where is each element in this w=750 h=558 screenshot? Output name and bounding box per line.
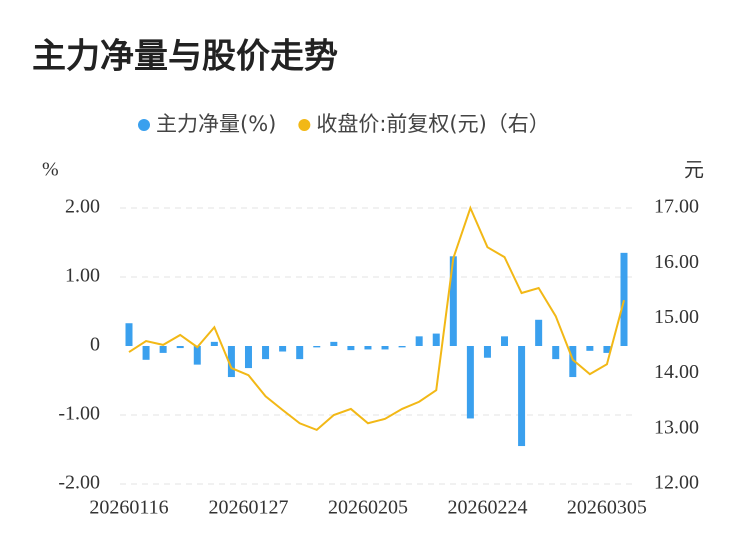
bar [381, 346, 389, 350]
legend-marker [138, 119, 150, 131]
bar [415, 336, 423, 346]
bar [142, 346, 150, 360]
y2-tick-label: 13.00 [654, 416, 699, 438]
bar [244, 346, 252, 369]
y-tick-label: -1.00 [58, 403, 100, 425]
bar [296, 346, 304, 360]
bar [432, 333, 440, 346]
bar [603, 346, 611, 353]
bar [313, 346, 321, 348]
bar [535, 319, 543, 346]
x-tick-label: 20260116 [89, 497, 168, 519]
bar [347, 346, 355, 351]
y2-tick-label: 17.00 [654, 196, 699, 218]
bar [159, 346, 167, 353]
bar [262, 346, 270, 360]
bar [227, 346, 235, 378]
y2-axis-label: 元 [684, 158, 704, 182]
bar [330, 341, 338, 346]
bar [210, 341, 218, 346]
bar [364, 346, 372, 350]
legend-marker [298, 119, 311, 131]
y2-tick-label: 15.00 [654, 306, 699, 328]
chart-title: 主力净量与股价走势 [32, 37, 338, 77]
price-line [128, 205, 625, 432]
legend-label: 收盘价:前复权(元)（右） [316, 112, 549, 136]
y-tick-label: 0 [90, 334, 100, 356]
bar [125, 323, 133, 346]
bar [501, 336, 509, 346]
y-axis-label: % [42, 159, 59, 181]
y-tick-label: 2.00 [65, 196, 100, 218]
y2-tick-label: 16.00 [654, 251, 699, 273]
x-tick-label: 20260127 [208, 497, 288, 519]
bar [518, 346, 526, 447]
y-tick-label: -2.00 [58, 472, 100, 494]
bar [449, 256, 457, 346]
bar [569, 346, 577, 378]
bar [398, 346, 406, 348]
x-tick-label: 20260205 [328, 497, 408, 519]
bar [176, 346, 184, 349]
y2-tick-label: 14.00 [654, 361, 699, 383]
bar [483, 346, 491, 358]
bar [552, 346, 560, 360]
bar [586, 346, 594, 351]
bar [466, 346, 474, 419]
bar [193, 346, 201, 365]
bar [620, 252, 628, 346]
y2-tick-label: 12.00 [654, 472, 699, 494]
bar [279, 346, 287, 352]
y-tick-label: 1.00 [65, 265, 100, 287]
x-tick-label: 20260305 [567, 497, 647, 519]
x-tick-label: 20260224 [447, 497, 527, 519]
legend-label: 主力净量(%) [156, 112, 276, 136]
